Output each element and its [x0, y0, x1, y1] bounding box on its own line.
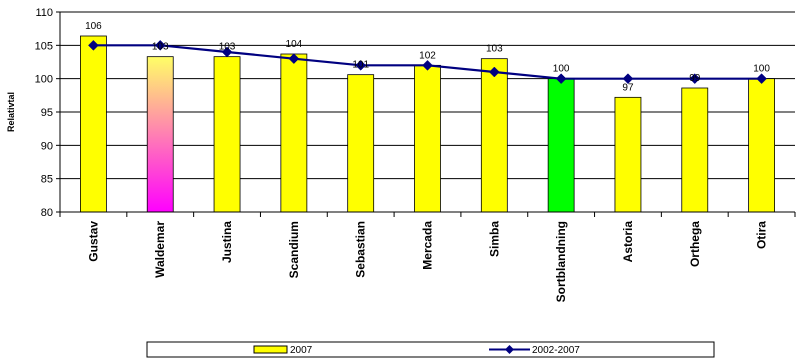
category-label: Mercada [421, 221, 435, 270]
line-marker [221, 46, 233, 58]
category-label: Scandium [287, 221, 301, 278]
data-labels: 106 103 103 104 101 102 103 100 97 99 100 [85, 21, 770, 93]
bar [146, 56, 174, 213]
line-marker [622, 73, 634, 85]
bar [748, 78, 775, 213]
y-tick-label: 90 [41, 140, 53, 152]
bar [347, 74, 375, 213]
legend-box [146, 341, 715, 358]
bar [213, 56, 241, 213]
data-label: 106 [85, 21, 102, 32]
legend-label-2007: 2007 [290, 345, 313, 356]
y-tick-label: 110 [35, 7, 53, 19]
y-tick-label: 95 [41, 107, 53, 119]
category-label: Waldemar [153, 221, 167, 278]
data-label: 100 [753, 64, 770, 75]
data-label: 101 [352, 60, 369, 71]
line-marker [689, 73, 701, 85]
legend-swatch-2007 [253, 345, 288, 354]
category-label: Justina [220, 221, 234, 263]
category-label: Gustav [86, 221, 100, 262]
data-label: 104 [286, 39, 303, 50]
category-label: Otira [755, 221, 769, 249]
bar [280, 53, 308, 213]
bar [414, 64, 441, 213]
legend: 2007 2002-2007 [146, 341, 715, 358]
line-marker [756, 73, 767, 85]
line-marker [154, 39, 166, 51]
bar [480, 58, 508, 213]
line-marker [88, 39, 99, 51]
legend-swatch-2002-2007-marker [505, 345, 514, 354]
x-category-labels: Gustav Waldemar Justina Scandium Sebastian Me… [86, 221, 768, 303]
data-label: 99 [689, 73, 701, 84]
category-label: Simba [487, 221, 501, 257]
axes [56, 11, 796, 217]
y-axis-label: Relativtal [6, 92, 16, 132]
data-label: 103 [219, 42, 236, 53]
category-label: Orthega [688, 221, 702, 267]
line-series-2002-2007 [88, 39, 767, 85]
data-label: 103 [152, 42, 169, 53]
bar [80, 35, 107, 213]
line-marker [355, 59, 367, 71]
line-marker [555, 73, 567, 85]
line-marker [422, 59, 433, 71]
legend-label-2002-2007: 2002-2007 [532, 345, 580, 356]
y-tick-label: 105 [35, 40, 53, 52]
data-label: 97 [622, 82, 634, 93]
data-label: 103 [486, 44, 503, 55]
y-tick-labels: 80 85 90 95 100 105 110 [35, 7, 53, 219]
category-label: Sebastian [354, 221, 368, 278]
line-marker [288, 53, 300, 65]
bar [547, 78, 575, 213]
y-tick-label: 80 [41, 207, 53, 219]
data-label: 102 [419, 50, 436, 61]
y-tick-label: 100 [35, 74, 53, 86]
bar [681, 87, 709, 213]
line-marker [488, 66, 500, 78]
y-tick-label: 85 [41, 174, 53, 186]
category-label: Astoria [621, 221, 635, 263]
bar [614, 96, 642, 213]
category-label: Sortblandning [554, 221, 568, 302]
data-label: 100 [553, 64, 570, 75]
